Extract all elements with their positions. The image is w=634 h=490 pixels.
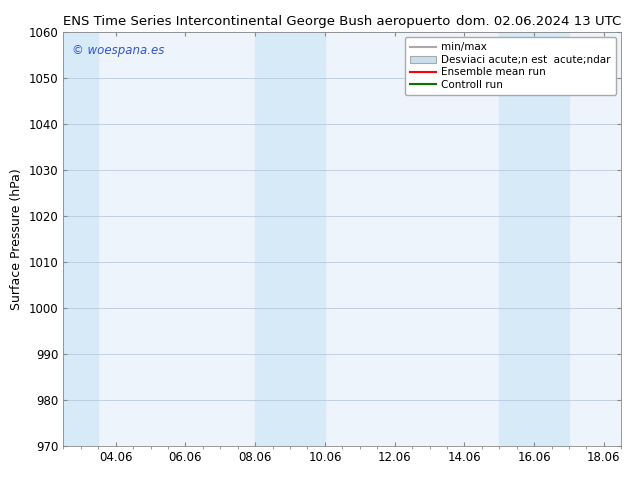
Bar xyxy=(255,32,325,446)
Bar xyxy=(63,32,98,446)
Legend: min/max, Desviaci acute;n est  acute;ndar, Ensemble mean run, Controll run: min/max, Desviaci acute;n est acute;ndar… xyxy=(405,37,616,95)
Bar xyxy=(500,32,569,446)
Y-axis label: Surface Pressure (hPa): Surface Pressure (hPa) xyxy=(10,168,23,310)
Text: dom. 02.06.2024 13 UTC: dom. 02.06.2024 13 UTC xyxy=(456,15,621,28)
Text: © woespana.es: © woespana.es xyxy=(72,44,164,57)
Text: ENS Time Series Intercontinental George Bush aeropuerto: ENS Time Series Intercontinental George … xyxy=(63,15,451,28)
